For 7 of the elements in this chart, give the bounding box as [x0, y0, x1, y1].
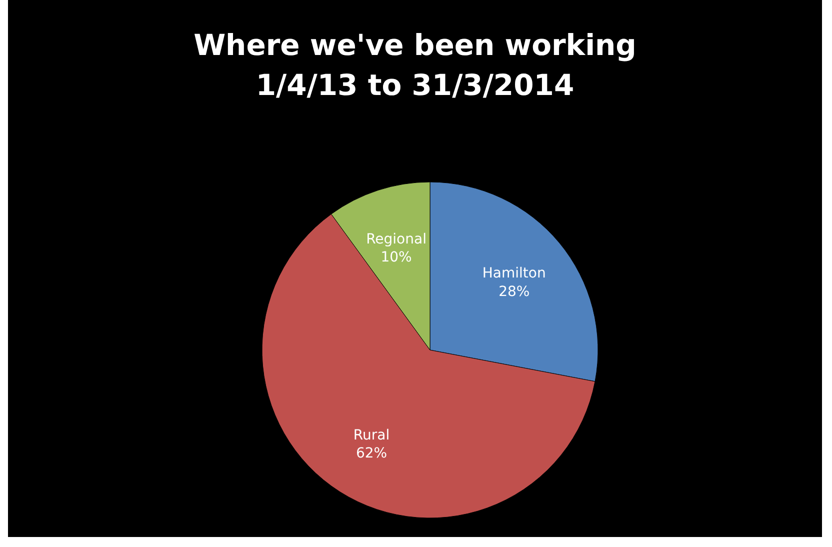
slice-label: Rural: [353, 427, 390, 444]
slice-label: Regional: [366, 231, 426, 248]
chart-title: Where we've been working 1/4/13 to 31/3/2014: [194, 28, 636, 102]
data-label: 62%: [356, 446, 388, 462]
slice-label: Hamilton: [482, 266, 546, 282]
data-label: 28%: [498, 284, 530, 300]
data-label: 10%: [380, 250, 412, 266]
